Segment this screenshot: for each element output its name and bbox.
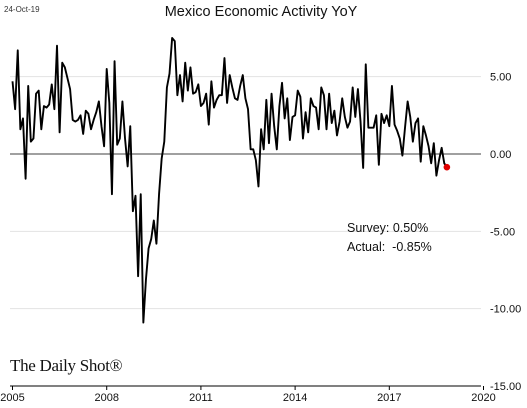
x-tick-label: 2011 xyxy=(189,392,213,404)
annotation-text: Survey: 0.50% xyxy=(347,221,428,235)
last-data-point xyxy=(443,163,451,171)
series-group xyxy=(11,37,451,324)
y-axis: 5.00 0.00 -5.00 -10.00 -15.00 xyxy=(490,72,521,393)
annotations: Survey: 0.50% Actual: -0.85% xyxy=(347,221,432,254)
x-tick-label: 2017 xyxy=(377,392,401,404)
x-axis: 2005 2008 2011 2014 2017 2020 xyxy=(0,385,496,404)
x-tick-label: 2008 xyxy=(94,392,118,404)
y-tick-label: 0.00 xyxy=(490,149,511,161)
series-line xyxy=(11,37,448,324)
x-tick-label: 2005 xyxy=(0,392,24,404)
y-tick-label: -5.00 xyxy=(490,226,515,238)
brand-logo: The Daily Shot® xyxy=(10,356,123,375)
y-tick-label: -10.00 xyxy=(490,304,521,316)
x-tick-label: 2014 xyxy=(283,392,307,404)
y-tick-label: -15.00 xyxy=(490,381,521,393)
chart-title: Mexico Economic Activity YoY xyxy=(165,4,358,20)
y-tick-label: 5.00 xyxy=(490,72,511,84)
date-stamp: 24-Oct-19 xyxy=(4,5,40,14)
annotation-text: Actual: -0.85% xyxy=(347,240,432,254)
x-tick-label: 2020 xyxy=(471,392,495,404)
